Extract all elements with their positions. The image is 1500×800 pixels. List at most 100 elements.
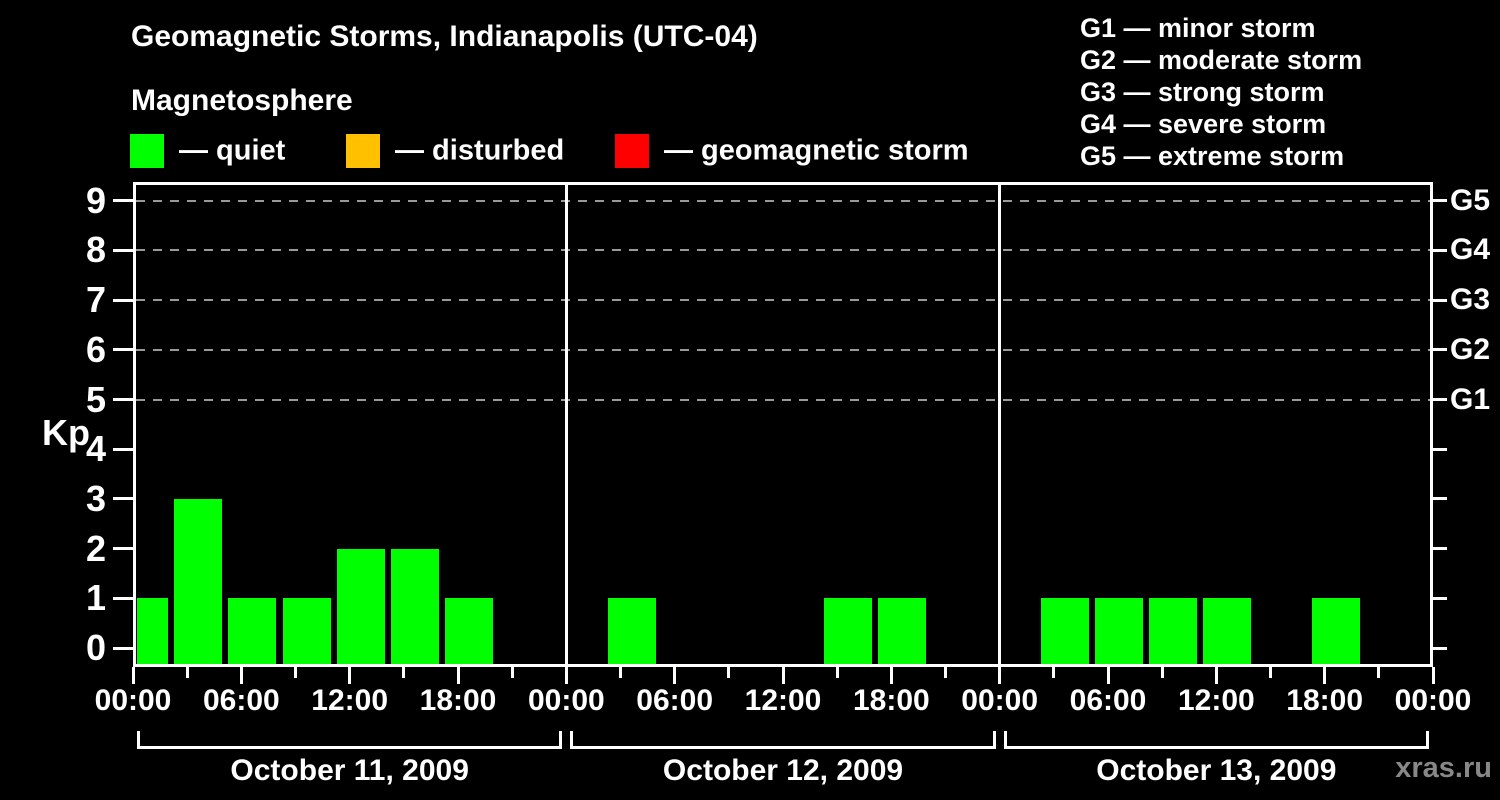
kp-bar xyxy=(137,598,168,664)
y-tick-left-6 xyxy=(113,348,133,352)
y-tick-right-0 xyxy=(1433,646,1447,650)
kp-bar xyxy=(607,598,656,664)
kp-bar xyxy=(1149,598,1198,664)
x-tick xyxy=(781,667,785,684)
x-tick xyxy=(998,667,1002,684)
gridline-kp6 xyxy=(136,348,1430,351)
y-tick-label-7: 7 xyxy=(85,279,106,321)
y-tick-right-1 xyxy=(1433,596,1447,600)
g-axis-label-g1: G1 xyxy=(1450,382,1491,416)
date-bracket xyxy=(1003,746,1429,749)
x-tick xyxy=(510,667,514,678)
y-axis-title: Kp xyxy=(42,412,90,453)
kp-bar xyxy=(1095,598,1143,664)
gridline-kp8 xyxy=(136,249,1430,252)
date-label: October 11, 2009 xyxy=(230,754,469,787)
x-tick xyxy=(456,667,460,684)
x-tick xyxy=(1052,667,1056,678)
x-tick-label: 06:00 xyxy=(1069,684,1147,717)
x-tick-label: 00:00 xyxy=(961,684,1039,717)
y-tick-left-7 xyxy=(113,298,133,302)
y-tick-right-2 xyxy=(1433,547,1447,551)
x-tick xyxy=(239,667,243,684)
date-label: October 13, 2009 xyxy=(1096,754,1337,787)
y-tick-right-3 xyxy=(1433,497,1447,501)
x-tick xyxy=(402,667,406,678)
g-legend-line-4: G4 — severe storm xyxy=(1080,109,1327,139)
y-tick-right-6 xyxy=(1433,348,1447,352)
kp-bar xyxy=(390,548,439,664)
watermark: xras.ru xyxy=(1395,752,1492,784)
x-tick-label: 12:00 xyxy=(311,684,389,717)
x-tick xyxy=(619,667,622,678)
y-tick-label-1: 1 xyxy=(85,577,106,619)
x-tick xyxy=(835,667,839,678)
y-tick-label-4: 4 xyxy=(85,428,106,470)
kp-bar xyxy=(824,598,873,664)
g-axis-label-g4: G4 xyxy=(1450,233,1491,267)
g-scale-legend: G1 — minor storm G2 — moderate storm G3 — … xyxy=(1080,12,1362,172)
x-tick xyxy=(1377,667,1381,678)
date-bracket-end xyxy=(1003,731,1007,749)
kp-bar xyxy=(878,598,927,664)
date-bracket-end xyxy=(992,731,996,749)
x-tick xyxy=(1214,667,1218,684)
date-bracket-end xyxy=(559,731,563,749)
y-tick-left-4 xyxy=(113,447,133,451)
kp-bar xyxy=(1040,598,1089,664)
date-bracket-end xyxy=(137,731,140,749)
y-tick-label-6: 6 xyxy=(85,328,106,370)
x-tick-label: 18:00 xyxy=(1286,684,1364,717)
kp-bar xyxy=(228,598,277,664)
y-tick-label-0: 0 xyxy=(85,627,106,668)
gridline-kp5 xyxy=(136,398,1430,401)
g-legend-line-1: G1 — minor storm xyxy=(1080,13,1316,43)
x-tick-label: 00:00 xyxy=(94,684,172,717)
legend-label-geomagnetic-storm: — geomagnetic storm xyxy=(664,134,969,167)
y-tick-label-3: 3 xyxy=(85,477,106,519)
y-tick-label-2: 2 xyxy=(85,527,106,569)
x-tick xyxy=(185,667,189,678)
x-tick-label: 18:00 xyxy=(419,684,497,717)
y-tick-left-2 xyxy=(113,547,133,551)
y-tick-left-8 xyxy=(113,248,133,252)
g-legend-line-5: G5 — extreme storm xyxy=(1080,141,1345,171)
legend-swatch-geomagnetic-storm xyxy=(615,134,649,168)
g-axis-label-g5: G5 xyxy=(1450,183,1491,217)
y-tick-right-4 xyxy=(1433,447,1447,451)
gridline-kp9 xyxy=(136,199,1430,202)
x-tick xyxy=(1106,667,1110,684)
g-legend-line-3: G3 — strong storm xyxy=(1080,77,1325,107)
legend-label-disturbed: — disturbed xyxy=(395,134,565,167)
y-tick-label-9: 9 xyxy=(85,179,106,221)
date-bracket xyxy=(137,746,563,749)
x-tick xyxy=(131,667,135,684)
x-tick xyxy=(727,667,731,678)
x-tick xyxy=(294,667,297,678)
y-tick-left-5 xyxy=(113,398,133,401)
y-tick-right-8 xyxy=(1433,248,1447,252)
x-tick xyxy=(1323,667,1327,684)
x-tick xyxy=(1431,667,1435,684)
y-tick-right-7 xyxy=(1433,298,1447,302)
panel-divider xyxy=(564,182,568,667)
kp-bar xyxy=(1311,598,1360,664)
y-tick-right-5 xyxy=(1433,398,1447,401)
g-legend-line-2: G2 — moderate storm xyxy=(1080,45,1363,75)
kp-bar xyxy=(282,598,331,664)
y-tick-label-8: 8 xyxy=(85,229,106,271)
y-tick-left-9 xyxy=(113,199,133,203)
date-bracket-end xyxy=(1426,731,1429,749)
g-axis-label-g2: G2 xyxy=(1450,332,1491,366)
x-tick-label: 06:00 xyxy=(202,684,280,717)
kp-bar xyxy=(1203,598,1252,664)
legend-swatch-disturbed xyxy=(346,134,380,168)
page-title: Geomagnetic Storms, Indianapolis (UTC-04… xyxy=(131,20,758,53)
date-bracket xyxy=(570,746,996,749)
y-tick-left-3 xyxy=(113,497,133,501)
x-tick xyxy=(673,667,677,684)
x-tick-label: 12:00 xyxy=(744,684,822,717)
x-tick-label: 06:00 xyxy=(636,684,714,717)
